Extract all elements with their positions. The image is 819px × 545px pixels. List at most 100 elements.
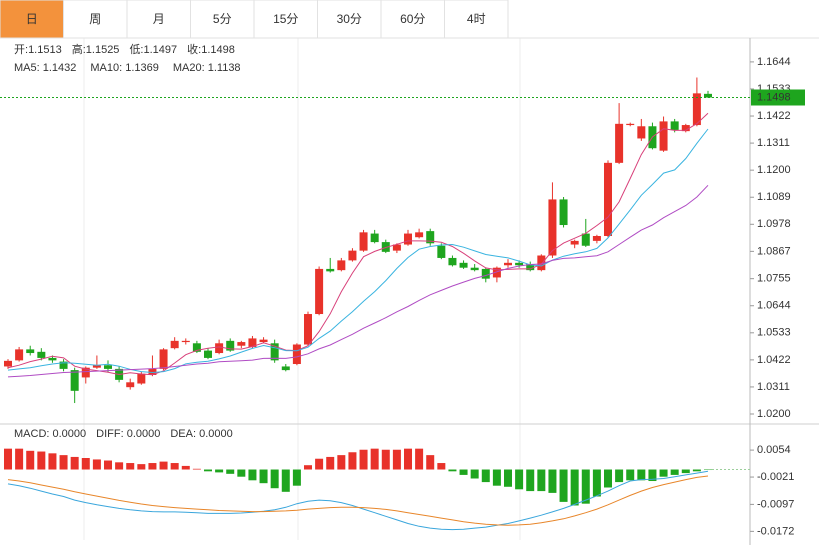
candle-body (270, 343, 279, 361)
macd-bar (348, 452, 357, 470)
macd-bar (315, 458, 324, 470)
macd-bar (115, 462, 124, 470)
macd-bar (326, 456, 335, 470)
macd-bar (448, 469, 457, 472)
macd-bar (126, 463, 135, 470)
y-tick-label: 1.1089 (757, 191, 791, 203)
ma-line (7, 184, 709, 378)
y-tick-label: 1.1311 (757, 137, 790, 149)
y-tick-label: 0.0054 (757, 444, 791, 456)
tab-bg (253, 0, 318, 39)
macd-bar (92, 459, 101, 470)
tab[interactable]: 5分 (190, 0, 255, 39)
candle-body (537, 255, 546, 271)
tab[interactable]: 4时 (444, 0, 509, 39)
candle-body (348, 250, 357, 261)
macd-bar (392, 449, 401, 470)
macd-label: DIFF: 0.0000 (96, 428, 160, 440)
y-tick-label: -0.0097 (757, 498, 794, 510)
ma-label: MA10: 1.1369 (90, 62, 159, 74)
candle-body (515, 262, 524, 266)
ma-label: MA5: 1.1432 (14, 62, 76, 74)
y-tick-label: 1.0533 (757, 327, 791, 339)
candle-body (448, 257, 457, 266)
macd-label: MACD: 0.0000 (14, 428, 86, 440)
dea-line (7, 475, 709, 526)
macd-bar (37, 451, 46, 470)
macd-bar (137, 464, 146, 470)
candle-body (370, 233, 379, 243)
tab-label: 30分 (337, 12, 362, 26)
macd-bar (215, 469, 224, 473)
tab[interactable]: 30分 (317, 0, 382, 39)
tab-bg (444, 0, 509, 39)
candle-body (81, 367, 90, 378)
candle-body (559, 199, 568, 226)
macd-bar (259, 469, 268, 484)
macd-bar (192, 468, 201, 470)
candle-body (459, 262, 468, 268)
ohlc-label: 收: (187, 42, 201, 56)
macd-bar (237, 469, 246, 477)
ma-line (7, 128, 709, 374)
candle-body (248, 338, 257, 347)
tab-bg (317, 0, 382, 39)
tab[interactable]: 15分 (253, 0, 318, 39)
candle-body (315, 268, 324, 315)
macd-bar (304, 465, 312, 470)
macd-bar (159, 461, 168, 470)
candle-body (526, 264, 535, 271)
candle-body (381, 242, 390, 252)
last-price-label: 1.1498 (757, 91, 791, 103)
macd-bar (481, 469, 490, 483)
macd-bar (370, 448, 379, 470)
candle-body (126, 382, 135, 388)
candle-body (615, 123, 624, 163)
candle-body (437, 245, 446, 258)
candle-body (492, 267, 501, 278)
tab[interactable]: 周 (63, 0, 128, 39)
macd-bar (204, 469, 212, 472)
candle-body (359, 232, 368, 251)
tab[interactable]: 60分 (380, 0, 445, 39)
candle-body (392, 244, 401, 251)
y-tick-label: 1.0644 (757, 300, 791, 312)
candle-body (681, 125, 690, 132)
candle-body (37, 351, 46, 358)
candle-body (204, 350, 212, 358)
candle-body (415, 232, 424, 238)
tab-label: 日 (26, 12, 38, 26)
y-tick-label: 1.0200 (757, 408, 791, 420)
tab-label: 15分 (273, 12, 298, 26)
tab[interactable]: 日 (0, 0, 64, 39)
y-tick-label: -0.0172 (757, 525, 794, 537)
candle-body (148, 368, 157, 375)
macd-bar (415, 448, 424, 470)
ohlc-value: 1.1497 (144, 44, 178, 56)
candle-body (637, 126, 646, 139)
candle-body (704, 93, 712, 98)
candle-body (670, 121, 679, 130)
tab-bg (380, 0, 445, 39)
macd-bar (381, 449, 390, 470)
candle-body (281, 366, 290, 371)
candle-body (170, 340, 179, 349)
tab-bg (63, 0, 128, 39)
macd-bar (548, 469, 557, 493)
macd-bar (615, 469, 624, 483)
candle-body (326, 268, 335, 272)
candle-body (26, 349, 35, 354)
macd-bar (226, 469, 235, 474)
macd-bar (515, 469, 524, 490)
macd-bar (292, 469, 301, 486)
macd-bar (659, 469, 668, 477)
candle-body (481, 268, 490, 279)
macd-bar (59, 455, 68, 470)
macd-bar (492, 469, 501, 486)
candle-body (426, 231, 435, 244)
tab[interactable]: 月 (126, 0, 191, 39)
ohlc-label: 低: (129, 43, 143, 56)
candle-body (659, 121, 668, 151)
macd-bar (648, 469, 657, 482)
macd-bar (148, 463, 157, 470)
